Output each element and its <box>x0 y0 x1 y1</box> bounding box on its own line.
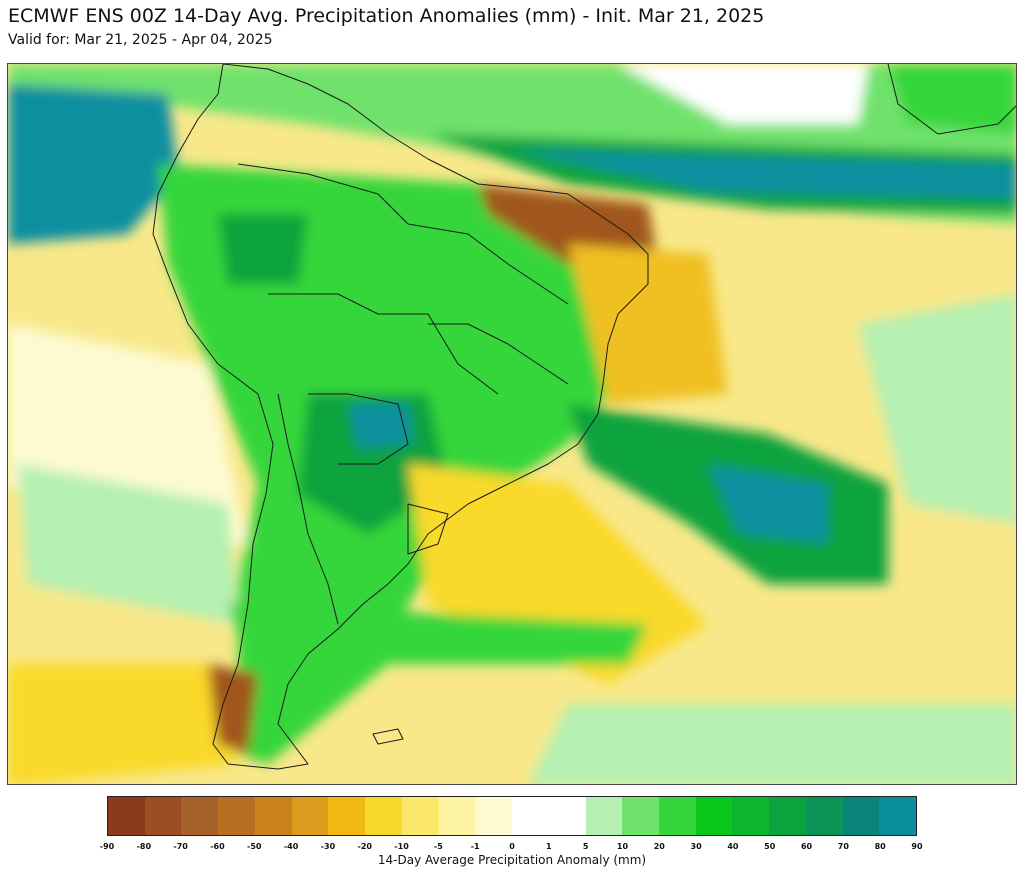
map-svg <box>8 64 1016 784</box>
border-paraguay <box>308 393 409 465</box>
legend-swatch <box>659 797 696 835</box>
legend-tick-label: 70 <box>837 842 849 851</box>
legend-swatch <box>108 797 145 835</box>
east-ocean-wet-light <box>858 294 1016 524</box>
legend-swatch <box>695 797 733 835</box>
border-andes <box>277 393 339 625</box>
page-title: ECMWF ENS 00Z 14-Day Avg. Precipitation … <box>8 5 765 27</box>
legend-tick-label: -40 <box>283 842 299 851</box>
legend-tick-label: -5 <box>433 842 443 851</box>
legend-tick-label: 10 <box>616 842 629 851</box>
legend-tick-label: 90 <box>911 842 923 851</box>
legend-tick-label: -10 <box>394 842 409 851</box>
falkland-islands <box>372 728 404 745</box>
legend-swatch <box>144 797 182 835</box>
east-coast-dry <box>568 244 728 404</box>
andes-wet <box>218 214 308 284</box>
legend-tick-label: -1 <box>470 842 480 851</box>
legend-tick-label: 60 <box>800 842 813 851</box>
legend-tick-label: 1 <box>546 842 552 851</box>
legend-tick-label: -70 <box>173 842 188 851</box>
legend-swatch <box>181 797 219 835</box>
africa-wet <box>888 64 1016 134</box>
southern-wet-streak <box>228 604 648 664</box>
border-central <box>268 293 499 395</box>
legend-swatch <box>401 797 439 835</box>
border-brazil-states <box>428 323 569 385</box>
legend-tick-label: -90 <box>99 842 115 851</box>
legend-tick-label: -60 <box>210 842 225 851</box>
atlantic-wet-core <box>708 464 828 544</box>
legend-swatch <box>842 797 880 835</box>
paraguay-wet-core <box>348 404 413 449</box>
legend-swatch <box>805 797 843 835</box>
legend-tick-label: -50 <box>247 842 262 851</box>
anomaly-fields <box>8 64 1016 784</box>
border-north <box>237 163 569 305</box>
legend-swatch <box>328 797 366 835</box>
legend-swatch <box>548 797 586 835</box>
neutral-area-north <box>618 64 868 124</box>
northeast-brazil-dry <box>478 184 658 264</box>
country-borders <box>152 64 1016 770</box>
legend-swatch <box>879 797 917 835</box>
valid-dates-subtitle: Valid for: Mar 21, 2025 - Apr 04, 2025 <box>8 32 273 48</box>
legend-swatch <box>475 797 513 835</box>
legend-swatch <box>769 797 806 835</box>
legend-swatch <box>365 797 402 835</box>
legend-swatch <box>254 797 292 835</box>
southern-ocean-wet <box>528 704 1016 784</box>
legend-swatch <box>438 797 476 835</box>
legend-tick-label: 0 <box>509 842 515 851</box>
pacific-wet-core <box>8 84 178 244</box>
legend-tick-label: 5 <box>582 842 589 851</box>
legend-tick-label: 50 <box>764 842 776 851</box>
legend-swatch <box>291 797 329 835</box>
legend-tick-labels: -90 -80 -70 -60 -50 -40 -30 -20 -10 -5 -1 0 1 5 10 20 30… <box>100 842 923 854</box>
legend-tick-label: -20 <box>357 842 372 851</box>
southwest-dry <box>8 664 238 784</box>
continent-coastline <box>152 64 649 770</box>
legend-tick-label: -80 <box>136 842 152 851</box>
legend-swatch <box>512 797 549 835</box>
precipitation-anomaly-map <box>7 63 1017 785</box>
patagonia-dry <box>208 664 258 754</box>
legend-tick-label: -30 <box>320 842 336 851</box>
legend-title: 14-Day Average Precipitation Anomaly (mm… <box>377 853 647 867</box>
legend-tick-label: 20 <box>653 842 665 851</box>
legend-tick-label: 40 <box>727 842 739 851</box>
border-uruguay <box>407 503 449 555</box>
itcz-core <box>508 149 1016 199</box>
legend-swatch <box>585 797 623 835</box>
legend-swatch <box>218 797 255 835</box>
legend-colorbar <box>107 796 917 836</box>
legend-tick-label: 30 <box>690 842 702 851</box>
legend-tick-label: 80 <box>874 842 886 851</box>
legend-swatch <box>622 797 660 835</box>
legend-swatch <box>732 797 770 835</box>
wet-light-west <box>18 464 238 624</box>
africa-coastline <box>887 64 1016 135</box>
